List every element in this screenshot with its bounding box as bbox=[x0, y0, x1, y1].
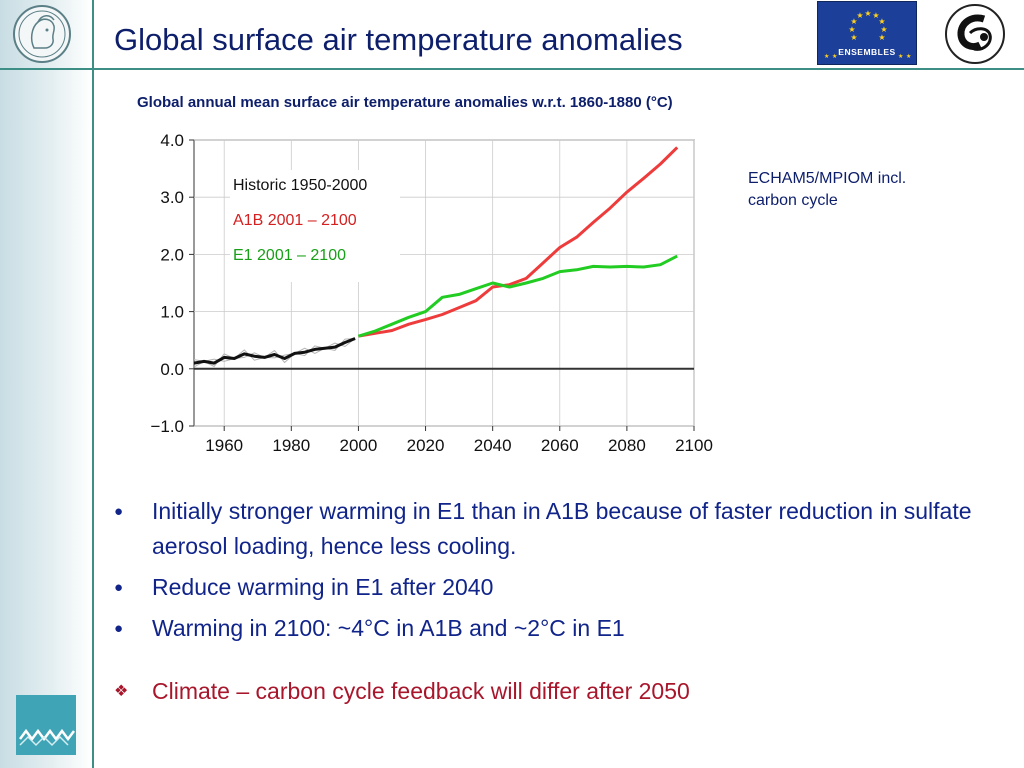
y-tick-label: 2.0 bbox=[160, 245, 184, 264]
legend-box bbox=[230, 170, 400, 282]
x-tick-label: 2020 bbox=[407, 436, 445, 455]
y-tick-label: 1.0 bbox=[160, 303, 184, 322]
bullet-dot-icon: ● bbox=[114, 503, 124, 520]
series-line-historic bbox=[193, 337, 356, 365]
svg-text:★: ★ bbox=[906, 53, 911, 60]
svg-text:★: ★ bbox=[824, 53, 829, 60]
x-tick-label: 1980 bbox=[272, 436, 310, 455]
chart-legend: Historic 1950-2000 A1B 2001 – 2100 E1 2001… bbox=[230, 170, 400, 282]
svg-text:★: ★ bbox=[864, 9, 871, 18]
bullet-item: ● Reduce warming in E1 after 2040 bbox=[108, 570, 988, 605]
svg-text:★: ★ bbox=[832, 53, 837, 60]
bullet-item: ● Warming in 2100: ~4°C in A1B and ~2°C … bbox=[108, 611, 988, 646]
legend-entry: E1 2001 – 2100 bbox=[233, 247, 346, 264]
chart-series bbox=[193, 146, 679, 365]
svg-text:★: ★ bbox=[898, 53, 903, 60]
slide-title: Global surface air temperature anomalies bbox=[114, 22, 683, 57]
bullet-text: Reduce warming in E1 after 2040 bbox=[152, 574, 494, 600]
model-annotation: ECHAM5/MPIOM incl. carbon cycle bbox=[748, 170, 907, 209]
y-tick-label: −1.0 bbox=[150, 417, 184, 436]
bullet-text: Initially stronger warming in E1 than in… bbox=[152, 498, 972, 559]
zmaw-logo-icon bbox=[16, 695, 76, 755]
chart-title: Global annual mean surface air temperatu… bbox=[137, 94, 673, 111]
series-line-a1b bbox=[358, 146, 679, 338]
x-tick-label: 1960 bbox=[205, 436, 243, 455]
mpg-minerva-logo-icon bbox=[13, 5, 71, 63]
legend-entry: Historic 1950-2000 bbox=[233, 177, 367, 194]
svg-text:★: ★ bbox=[856, 11, 863, 20]
ensembles-label: ENSEMBLES bbox=[838, 47, 896, 57]
temperature-anomaly-chart: 1960 1980 2000 2020 2040 2060 2080 2100 4.0 3.0 2.… bbox=[150, 131, 730, 455]
y-tick-label: 0.0 bbox=[160, 360, 184, 379]
sidebar-divider bbox=[92, 0, 94, 768]
x-tick-label: 2060 bbox=[541, 436, 579, 455]
eu-stars-icon: ★ ★★ ★★★ ★★★ ★ ★ ★ ★ bbox=[824, 9, 911, 60]
svg-text:★: ★ bbox=[878, 33, 885, 42]
x-tick-label: 2000 bbox=[340, 436, 378, 455]
legend-entry: A1B 2001 – 2100 bbox=[233, 212, 357, 229]
diamond-bullet-icon: ❖ bbox=[114, 683, 129, 700]
chart-axes: 1960 1980 2000 2020 2040 2060 2080 2100 4.0 3.0 2.… bbox=[150, 131, 712, 455]
bullet-dot-icon: ● bbox=[114, 579, 124, 596]
bullet-text: Warming in 2100: ~4°C in A1B and ~2°C in… bbox=[152, 615, 625, 641]
svg-text:★: ★ bbox=[850, 33, 857, 42]
institute-logo-icon bbox=[945, 4, 1005, 64]
svg-text:★: ★ bbox=[848, 25, 855, 34]
y-tick-label: 4.0 bbox=[160, 131, 184, 150]
x-tick-label: 2100 bbox=[675, 436, 713, 455]
x-tick-label: 2040 bbox=[474, 436, 512, 455]
sidebar-gradient bbox=[0, 0, 92, 768]
x-tick-label: 2080 bbox=[608, 436, 646, 455]
svg-text:★: ★ bbox=[878, 17, 885, 26]
y-tick-label: 3.0 bbox=[160, 188, 184, 207]
header-divider bbox=[0, 68, 1024, 70]
emphasis-text: Climate – carbon cycle feedback will dif… bbox=[152, 678, 690, 704]
bullet-list: ● Initially stronger warming in E1 than … bbox=[108, 494, 988, 709]
series-line-e1 bbox=[357, 254, 678, 338]
svg-text:★: ★ bbox=[880, 25, 887, 34]
svg-text:★: ★ bbox=[850, 17, 857, 26]
svg-text:★: ★ bbox=[872, 11, 879, 20]
emphasis-item: ❖ Climate – carbon cycle feedback will d… bbox=[108, 674, 988, 709]
ensembles-eu-logo: ★ ★ ★ ★ ★ ★ ★ ★ ★ ★ ★ ★ ★ ENSEMBLES bbox=[817, 1, 917, 65]
bullet-dot-icon: ● bbox=[114, 620, 124, 637]
bullet-item: ● Initially stronger warming in E1 than … bbox=[108, 494, 988, 564]
